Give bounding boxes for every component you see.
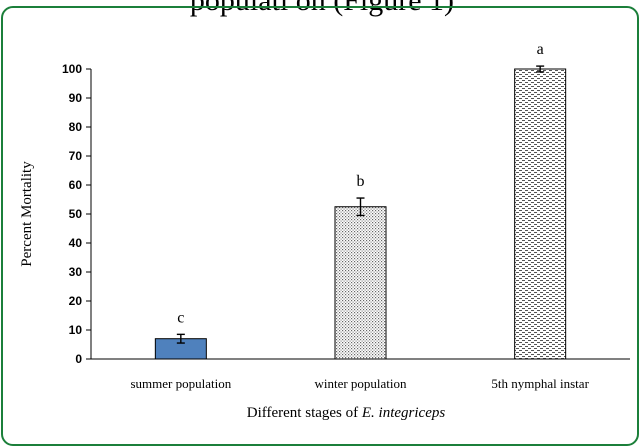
bar-chart: 0 10 20 30 40 50 60 70 80 90 100 summer population… [19,41,630,421]
y-tick-label: 80 [69,120,83,134]
y-tick-label: 60 [69,178,83,192]
y-tick-label: 0 [75,352,82,366]
y-tick-label: 100 [62,62,82,76]
y-axis-title: Percent Mortality [19,161,35,267]
y-tick-label: 30 [69,265,83,279]
x-axis-title: Different stages of E. integriceps [247,405,446,421]
bar-2 [334,206,387,360]
page-caption-fragment: populati on (Figure 1) [189,0,455,17]
y-tick-label: 70 [69,149,83,163]
bar-3 [514,68,567,360]
y-tick-label: 10 [69,323,83,337]
significance-letter: b [357,173,365,190]
x-category-label: 5th nymphal instar [491,376,589,391]
y-tick-label: 40 [69,236,83,250]
y-tick-label: 90 [69,91,83,105]
y-tick-label: 50 [69,207,83,221]
significance-letter: a [537,41,544,58]
x-category-label: summer population [130,376,231,391]
significance-letter: c [177,309,184,326]
x-axis-title-species: E. integriceps [361,405,445,421]
x-category-label: winter population [314,376,407,391]
x-axis-title-prefix: Different stages of [247,405,362,421]
y-tick-label: 20 [69,294,83,308]
